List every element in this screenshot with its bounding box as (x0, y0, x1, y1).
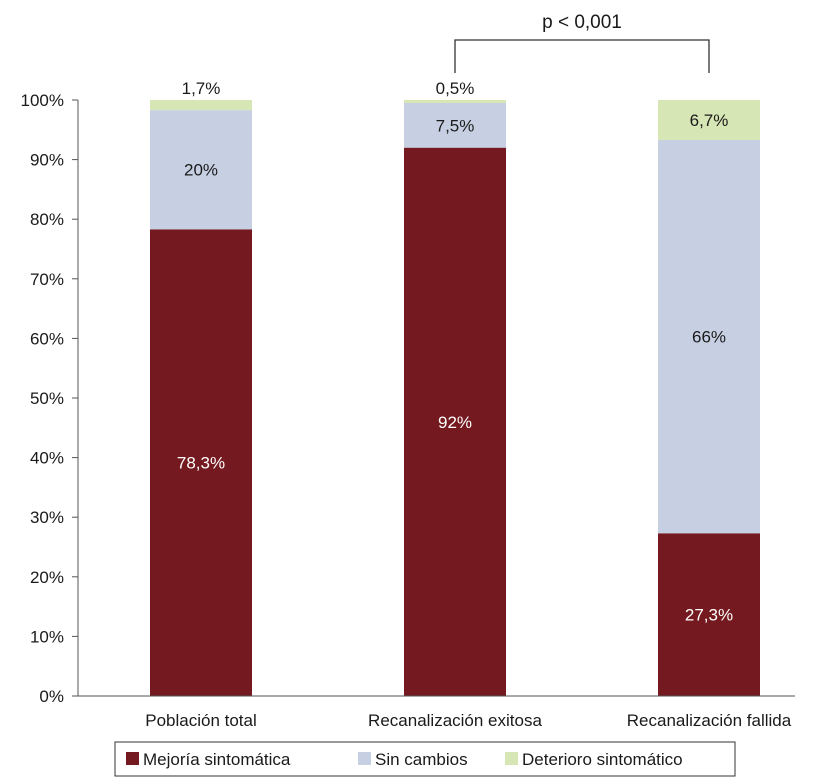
bar-segment (404, 102, 506, 148)
data-label: 92% (438, 413, 472, 432)
y-tick-label: 80% (30, 210, 64, 229)
bar-segment (150, 229, 252, 696)
y-tick-label: 10% (30, 627, 64, 646)
y-tick-label: 70% (30, 270, 64, 289)
x-tick-label: Recanalización exitosa (368, 711, 542, 730)
x-tick-label: Población total (145, 711, 257, 730)
legend-label: Deterioro sintomático (522, 750, 683, 769)
legend-swatch (505, 752, 518, 765)
bar-segment (658, 533, 760, 696)
data-label: 7,5% (436, 116, 475, 135)
bar-segment (404, 147, 506, 696)
y-tick-label: 20% (30, 568, 64, 587)
data-label: 27,3% (685, 606, 733, 625)
legend-label: Mejoría sintomática (143, 750, 291, 769)
legend-swatch (358, 752, 371, 765)
y-tick-label: 40% (30, 449, 64, 468)
legend-label: Sin cambios (375, 750, 468, 769)
bar-segment (150, 100, 252, 111)
chart-axes: Población total Recanalización exitosa Rec… (21, 91, 795, 730)
data-label: 1,7% (182, 79, 221, 98)
bar-segment (658, 139, 760, 534)
data-label: 66% (692, 328, 726, 347)
chart-marks: 78,3% 20% 1,7% 92% 7,5% 0,5% 27,3% 66% 6,7% (150, 79, 760, 696)
significance-annotation: p < 0,001 (454, 12, 710, 73)
data-label: 78,3% (177, 454, 225, 473)
p-value-label: p < 0,001 (542, 12, 622, 33)
y-tick-label: 50% (30, 389, 64, 408)
legend-swatch (126, 752, 139, 765)
chart-legend: Mejoría sintomática Sin cambios Deterioro … (114, 741, 736, 777)
y-tick-label: 100% (21, 91, 64, 110)
data-label: 0,5% (436, 79, 475, 98)
x-tick-label: Recanalización fallida (627, 711, 792, 730)
bar-segment (404, 100, 506, 103)
data-label: 6,7% (690, 111, 729, 130)
bar-segment (658, 100, 760, 140)
y-tick-label: 0% (39, 687, 64, 706)
data-label: 20% (184, 161, 218, 180)
significance-bracket (454, 39, 710, 73)
bar-segment (150, 110, 252, 230)
y-tick-label: 30% (30, 508, 64, 527)
y-tick-label: 60% (30, 329, 64, 348)
legend-box (114, 741, 736, 777)
y-tick-label: 90% (30, 151, 64, 170)
